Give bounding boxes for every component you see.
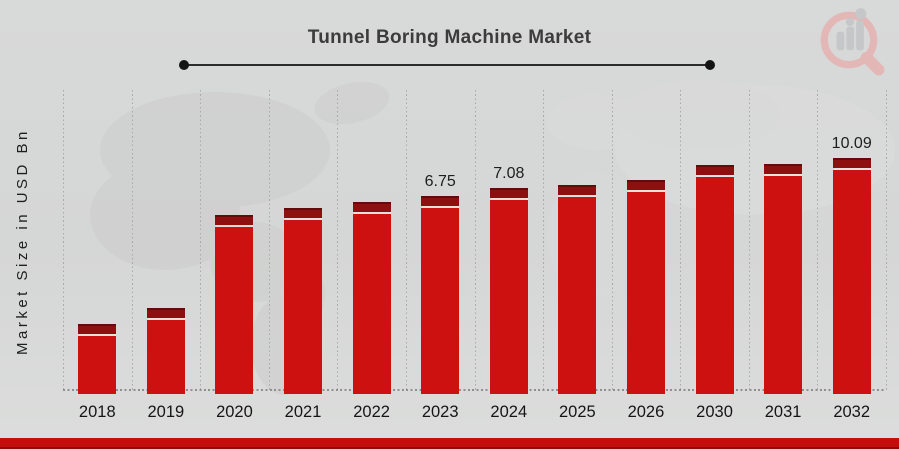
logo-dot-small xyxy=(845,17,855,27)
bar-shine xyxy=(215,225,254,227)
x-tick-label: 2030 xyxy=(696,403,733,421)
bar-body xyxy=(146,320,185,394)
bar-shine xyxy=(764,174,803,176)
bar-body xyxy=(78,336,117,394)
bar-cap xyxy=(832,158,871,168)
bar-value-label: 10.09 xyxy=(831,135,872,152)
logo-dot-large xyxy=(855,8,867,20)
gridline-vertical xyxy=(63,90,64,390)
magnifier-ring xyxy=(820,11,878,69)
bar-shine xyxy=(489,198,528,200)
gridline-vertical xyxy=(200,90,202,390)
bar-cap xyxy=(215,215,254,225)
gridline-vertical xyxy=(886,90,887,390)
logo-bar-medium xyxy=(846,26,855,51)
footer-accent-band xyxy=(0,438,899,449)
bar-body xyxy=(352,214,391,394)
x-tick-label: 2032 xyxy=(833,403,871,421)
x-tick-label: 2025 xyxy=(559,403,596,421)
x-tick-label: 2026 xyxy=(627,403,665,421)
bar-body xyxy=(215,227,254,394)
bar-shine xyxy=(421,206,460,208)
x-axis-baseline xyxy=(63,389,886,391)
bar-cap xyxy=(489,188,528,198)
gridline-vertical xyxy=(337,90,339,390)
bar-2018 xyxy=(78,324,117,394)
logo-bar-small xyxy=(836,31,845,51)
bar-body xyxy=(695,177,734,394)
gridline-vertical xyxy=(474,90,476,390)
x-tick-label: 2024 xyxy=(490,403,528,421)
bar-cap xyxy=(284,208,323,218)
bar-body xyxy=(626,192,665,394)
bar-2026 xyxy=(626,180,665,394)
bar-cap xyxy=(352,202,391,212)
bar-2032 xyxy=(832,158,871,394)
bar-2022 xyxy=(352,202,391,394)
bar-cap xyxy=(764,164,803,174)
y-axis-label: Market Size in USD Bn xyxy=(14,128,31,356)
bar-shine xyxy=(832,168,871,170)
gridline-vertical xyxy=(405,90,407,390)
underline-left-dot xyxy=(179,60,189,70)
x-tick-label: 2031 xyxy=(764,403,802,421)
x-tick-label: 2019 xyxy=(147,403,185,421)
underline-right-dot xyxy=(705,60,715,70)
bar-shine xyxy=(558,195,597,197)
chart-title: Tunnel Boring Machine Market xyxy=(307,27,592,48)
gridline-vertical xyxy=(611,90,613,390)
gridline-vertical xyxy=(268,90,270,390)
gridline-vertical xyxy=(543,90,545,390)
bar-cap xyxy=(78,324,117,334)
bar-2019 xyxy=(146,308,185,394)
x-tick-label: 2021 xyxy=(284,403,322,421)
bar-2020 xyxy=(215,215,254,394)
bar-2021 xyxy=(284,208,323,394)
bar-shine xyxy=(626,190,665,192)
gridline-vertical xyxy=(131,90,133,390)
bar-cap xyxy=(146,308,185,318)
bar-2031 xyxy=(764,164,803,394)
bar-2024 xyxy=(489,188,528,394)
logo-bar-large xyxy=(856,20,864,51)
bar-body xyxy=(421,208,460,394)
bar-body xyxy=(489,200,528,394)
bar-body xyxy=(558,197,597,394)
bar-shine xyxy=(78,334,117,336)
x-tick-label: 2023 xyxy=(421,403,459,421)
gridline-vertical xyxy=(680,90,682,390)
title-underline xyxy=(179,60,715,70)
gridline-vertical xyxy=(817,90,819,390)
bar-shine xyxy=(695,175,734,177)
bar-cap xyxy=(695,165,734,175)
bar-2030 xyxy=(695,165,734,394)
bar-cap xyxy=(421,196,460,206)
x-tick-label: 2020 xyxy=(216,403,253,421)
bar-body xyxy=(764,176,803,394)
bar-body xyxy=(284,220,323,394)
bar-2023 xyxy=(421,196,460,394)
bar-body xyxy=(832,170,871,394)
bar-2025 xyxy=(558,185,597,394)
x-tick-label: 2018 xyxy=(78,403,116,421)
bar-cap xyxy=(558,185,597,195)
bar-shine xyxy=(352,212,391,214)
bar-shine xyxy=(284,218,323,220)
bar-shine xyxy=(146,318,185,320)
x-tick-label: 2022 xyxy=(353,403,390,421)
gridline-vertical xyxy=(748,90,750,390)
bar-cap xyxy=(626,180,665,190)
magnifier-bar-chart-logo xyxy=(820,8,885,76)
bar-value-label: 7.08 xyxy=(493,165,525,182)
bar-value-label: 6.75 xyxy=(424,173,456,190)
